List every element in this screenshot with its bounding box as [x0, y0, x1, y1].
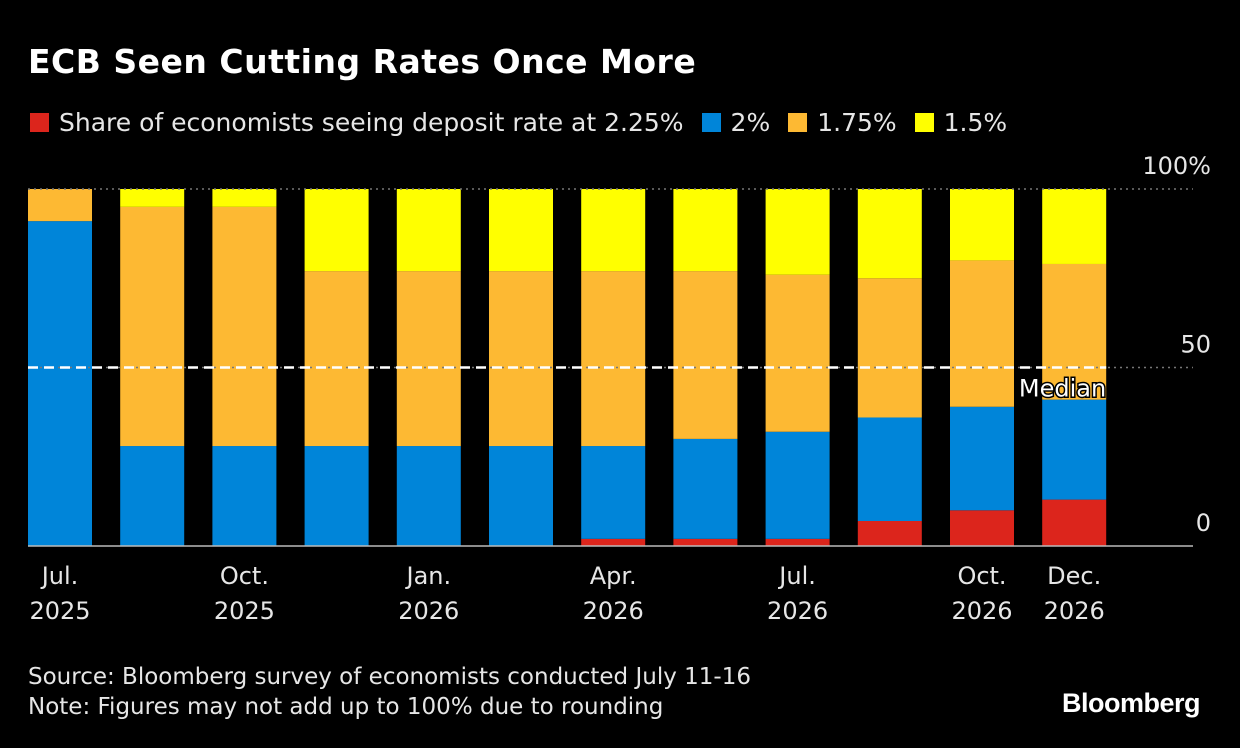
y-tick-label: 100%: [1142, 152, 1211, 180]
bar-segment: [396, 189, 461, 272]
bar-segment: [1042, 189, 1107, 264]
bar-segment: [950, 189, 1014, 261]
y-tick-label: 50: [1180, 331, 1211, 359]
bar-segment: [857, 521, 922, 546]
bar-segment: [581, 271, 646, 447]
legend-label: 2%: [730, 108, 771, 137]
chart-title: ECB Seen Cutting Rates Once More: [28, 42, 697, 81]
bar-segment: [765, 274, 830, 432]
x-tick-label: 2025: [29, 597, 90, 625]
bar-segment: [489, 446, 553, 546]
x-tick-label: 2026: [398, 597, 459, 625]
legend-item: Share of economists seeing deposit rate …: [30, 108, 684, 137]
bar-segment: [857, 417, 922, 522]
bloomberg-logo: Bloomberg: [1061, 688, 1201, 718]
bar-segment: [857, 189, 922, 279]
x-tick-label: Dec.: [1047, 562, 1101, 590]
median-label: Median: [1019, 375, 1106, 403]
bar-segment: [212, 446, 277, 546]
legend: Share of economists seeing deposit rate …: [30, 108, 1025, 137]
bar-segment: [304, 271, 369, 447]
source-note: Source: Bloomberg survey of economists c…: [28, 664, 751, 690]
bar-segment: [765, 189, 830, 275]
bar-segment: [489, 271, 553, 447]
bar-segment: [396, 446, 461, 546]
x-tick-label: 2026: [767, 597, 828, 625]
bar-segment: [120, 189, 185, 207]
bar-segment: [950, 406, 1014, 511]
bar-segment: [950, 260, 1014, 407]
bar-segment: [581, 189, 646, 272]
bar-segment: [489, 189, 553, 272]
bar-segment: [673, 271, 738, 439]
bar-segment: [950, 510, 1014, 546]
x-tick-label: Oct.: [220, 562, 269, 590]
bar-segment: [304, 446, 369, 546]
bar-segment: [673, 538, 738, 546]
legend-label: 1.5%: [943, 108, 1008, 137]
bar-segment: [212, 206, 277, 447]
bar-segment: [581, 446, 646, 539]
x-tick-label: Jan.: [404, 562, 451, 590]
bar-segment: [673, 438, 738, 539]
bar-segment: [857, 278, 922, 418]
bar-segment: [1042, 263, 1107, 400]
legend-swatch: [701, 113, 721, 132]
bar-segment: [120, 206, 185, 447]
bar-segment: [28, 189, 92, 222]
bar-segment: [673, 189, 738, 272]
x-tick-label: Jul.: [777, 562, 816, 590]
legend-item: 1.5%: [914, 108, 1008, 137]
x-tick-label: 2025: [214, 597, 275, 625]
legend-label: 1.75%: [817, 108, 897, 137]
bar-segment: [28, 221, 92, 546]
legend-item: 1.75%: [788, 108, 897, 137]
x-tick-label: 2026: [1044, 597, 1105, 625]
y-tick-label: 0: [1196, 509, 1211, 537]
x-tick-label: 2026: [583, 597, 644, 625]
legend-swatch: [30, 113, 49, 132]
bar-segment: [581, 538, 646, 546]
x-tick-label: Oct.: [957, 562, 1006, 590]
x-tick-label: Jul.: [40, 562, 79, 590]
bar-segment: [765, 431, 830, 539]
footnote: Note: Figures may not add up to 100% due…: [28, 694, 664, 720]
bar-segment: [120, 446, 185, 546]
x-tick-label: 2026: [951, 597, 1012, 625]
x-tick-label: Apr.: [590, 562, 637, 590]
bar-segment: [212, 189, 277, 207]
bar-segment: [304, 189, 369, 272]
bar-segment: [1042, 399, 1107, 500]
legend-label: Share of economists seeing deposit rate …: [59, 108, 684, 137]
legend-swatch: [788, 113, 808, 132]
legend-item: 2%: [701, 108, 771, 137]
legend-swatch: [914, 113, 934, 132]
bar-segment: [396, 271, 461, 447]
bar-segment: [765, 538, 830, 546]
bar-segment: [1042, 499, 1107, 546]
